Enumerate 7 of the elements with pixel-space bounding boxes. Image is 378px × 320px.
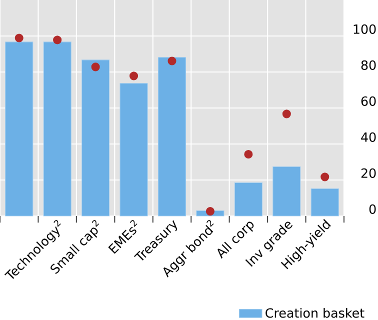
y-tick-label: 20: [361, 168, 376, 178]
y-tick-label: 100: [354, 24, 376, 34]
legend-label: Creation basket: [266, 308, 364, 318]
y-tick-label: 40: [361, 132, 376, 142]
y-tick-label: 60: [361, 96, 376, 106]
y-tick-label: 80: [361, 60, 376, 70]
y-tick-label: 0: [369, 204, 376, 214]
